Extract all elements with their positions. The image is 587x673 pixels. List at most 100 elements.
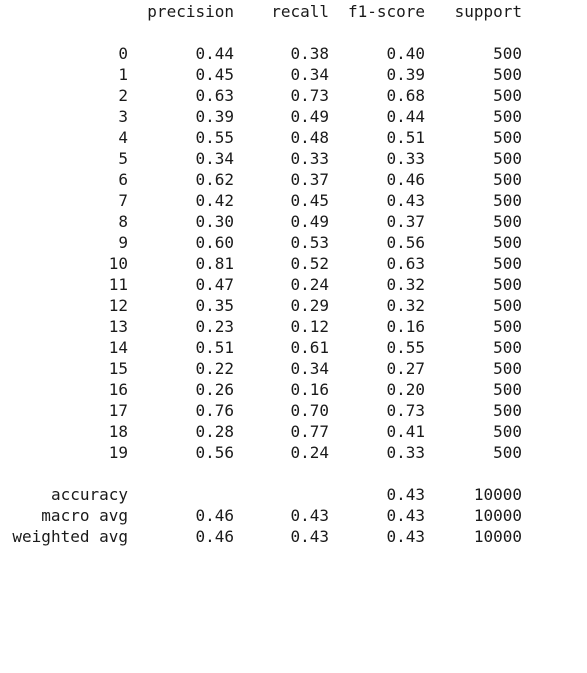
row-precision: 0.22 bbox=[195, 359, 234, 378]
row-precision: 0.45 bbox=[195, 65, 234, 84]
row-f1-score: 0.39 bbox=[386, 65, 425, 84]
row-recall: 0.24 bbox=[290, 443, 329, 462]
row-label: 16 bbox=[108, 380, 128, 399]
table-row: 6 0.62 0.37 0.46 500 bbox=[0, 169, 587, 190]
row-support: 500 bbox=[493, 380, 522, 399]
accuracy-row: accuracy 0.43 10000 bbox=[0, 484, 587, 505]
row-f1-score: 0.37 bbox=[386, 212, 425, 231]
row-f1-score: 0.73 bbox=[386, 401, 425, 420]
row-support: 500 bbox=[493, 191, 522, 210]
row-label: 14 bbox=[108, 338, 128, 357]
row-precision: 0.76 bbox=[195, 401, 234, 420]
row-recall: 0.49 bbox=[290, 107, 329, 126]
table-row: 9 0.60 0.53 0.56 500 bbox=[0, 232, 587, 253]
report-header: precision recall f1-score support bbox=[0, 1, 587, 22]
table-row: 14 0.51 0.61 0.55 500 bbox=[0, 337, 587, 358]
row-precision: 0.44 bbox=[195, 44, 234, 63]
header-f1-score: f1-score bbox=[347, 2, 425, 21]
table-row: 8 0.30 0.49 0.37 500 bbox=[0, 211, 587, 232]
row-support: 500 bbox=[493, 86, 522, 105]
classification-report: precision recall f1-score support 0 0.44… bbox=[0, 1, 587, 546]
table-row: 2 0.63 0.73 0.68 500 bbox=[0, 85, 587, 106]
summary-label: accuracy bbox=[50, 485, 128, 504]
row-support: 500 bbox=[493, 212, 522, 231]
table-row: 1 0.45 0.34 0.39 500 bbox=[0, 64, 587, 85]
row-f1-score: 0.33 bbox=[386, 443, 425, 462]
row-recall: 0.48 bbox=[290, 128, 329, 147]
row-support: 500 bbox=[493, 296, 522, 315]
row-f1-score: 0.63 bbox=[386, 254, 425, 273]
row-precision: 0.23 bbox=[195, 317, 234, 336]
row-recall: 0.73 bbox=[290, 86, 329, 105]
row-precision: 0.55 bbox=[195, 128, 234, 147]
row-f1-score: 0.51 bbox=[386, 128, 425, 147]
row-f1-score: 0.16 bbox=[386, 317, 425, 336]
class-rows: 0 0.44 0.38 0.40 500 1 0.45 0.34 0.39 50… bbox=[0, 43, 587, 463]
row-label: 0 bbox=[118, 44, 128, 63]
summary-label: weighted avg bbox=[12, 527, 128, 546]
row-support: 500 bbox=[493, 170, 522, 189]
table-row: 3 0.39 0.49 0.44 500 bbox=[0, 106, 587, 127]
row-label: 17 bbox=[108, 401, 128, 420]
macro-avg-row: macro avg 0.46 0.43 0.43 10000 bbox=[0, 505, 587, 526]
row-recall: 0.77 bbox=[290, 422, 329, 441]
row-label: 12 bbox=[108, 296, 128, 315]
summary-recall: 0.43 bbox=[290, 506, 329, 525]
row-f1-score: 0.40 bbox=[386, 44, 425, 63]
row-label: 2 bbox=[118, 86, 128, 105]
table-row: 4 0.55 0.48 0.51 500 bbox=[0, 127, 587, 148]
row-label: 18 bbox=[108, 422, 128, 441]
row-recall: 0.45 bbox=[290, 191, 329, 210]
row-support: 500 bbox=[493, 401, 522, 420]
row-support: 500 bbox=[493, 65, 522, 84]
row-recall: 0.12 bbox=[290, 317, 329, 336]
row-label: 3 bbox=[118, 107, 128, 126]
table-row: 15 0.22 0.34 0.27 500 bbox=[0, 358, 587, 379]
summary-f1-score: 0.43 bbox=[386, 506, 425, 525]
row-precision: 0.30 bbox=[195, 212, 234, 231]
table-row: 5 0.34 0.33 0.33 500 bbox=[0, 148, 587, 169]
row-f1-score: 0.41 bbox=[386, 422, 425, 441]
table-row: 19 0.56 0.24 0.33 500 bbox=[0, 442, 587, 463]
summary-support: 10000 bbox=[473, 527, 522, 546]
summary-support: 10000 bbox=[473, 506, 522, 525]
row-label: 15 bbox=[108, 359, 128, 378]
spacer bbox=[0, 463, 587, 484]
row-f1-score: 0.27 bbox=[386, 359, 425, 378]
row-recall: 0.24 bbox=[290, 275, 329, 294]
table-row: 10 0.81 0.52 0.63 500 bbox=[0, 253, 587, 274]
spacer bbox=[0, 22, 587, 43]
summary-recall: 0.43 bbox=[290, 527, 329, 546]
row-label: 5 bbox=[118, 149, 128, 168]
row-recall: 0.61 bbox=[290, 338, 329, 357]
row-recall: 0.52 bbox=[290, 254, 329, 273]
summary-f1-score: 0.43 bbox=[386, 527, 425, 546]
row-recall: 0.49 bbox=[290, 212, 329, 231]
row-recall: 0.70 bbox=[290, 401, 329, 420]
row-support: 500 bbox=[493, 359, 522, 378]
row-label: 8 bbox=[118, 212, 128, 231]
row-f1-score: 0.46 bbox=[386, 170, 425, 189]
summary-support: 10000 bbox=[473, 485, 522, 504]
row-support: 500 bbox=[493, 254, 522, 273]
summary-precision: 0.46 bbox=[195, 527, 234, 546]
table-row: 0 0.44 0.38 0.40 500 bbox=[0, 43, 587, 64]
row-support: 500 bbox=[493, 107, 522, 126]
table-row: 7 0.42 0.45 0.43 500 bbox=[0, 190, 587, 211]
row-recall: 0.38 bbox=[290, 44, 329, 63]
header-precision: precision bbox=[147, 2, 234, 21]
row-label: 9 bbox=[118, 233, 128, 252]
row-precision: 0.47 bbox=[195, 275, 234, 294]
summary-f1-score: 0.43 bbox=[386, 485, 425, 504]
row-support: 500 bbox=[493, 44, 522, 63]
row-f1-score: 0.33 bbox=[386, 149, 425, 168]
header-recall: recall bbox=[271, 2, 329, 21]
row-support: 500 bbox=[493, 317, 522, 336]
row-recall: 0.34 bbox=[290, 359, 329, 378]
table-row: 11 0.47 0.24 0.32 500 bbox=[0, 274, 587, 295]
row-label: 4 bbox=[118, 128, 128, 147]
row-precision: 0.81 bbox=[195, 254, 234, 273]
row-f1-score: 0.32 bbox=[386, 296, 425, 315]
row-precision: 0.63 bbox=[195, 86, 234, 105]
row-label: 7 bbox=[118, 191, 128, 210]
